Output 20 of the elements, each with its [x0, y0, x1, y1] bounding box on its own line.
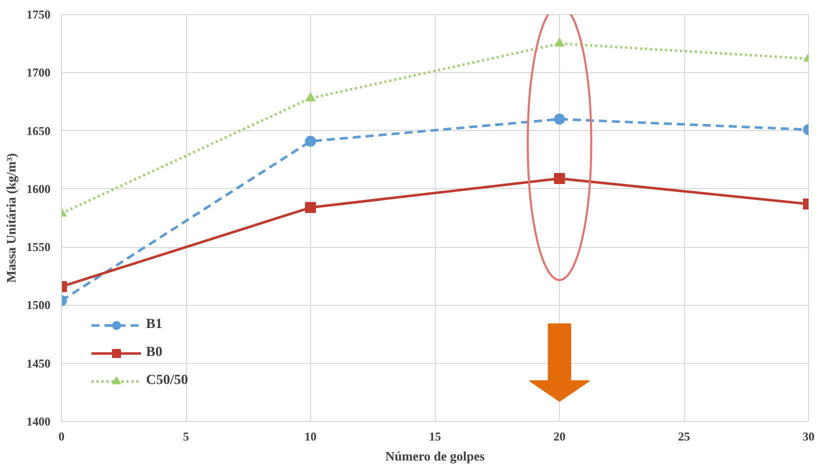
x-tick-label: 0 — [58, 430, 64, 444]
y-tick-label: 1400 — [26, 414, 50, 428]
y-tick-label: 1700 — [26, 66, 50, 80]
y-tick-label: 1600 — [26, 182, 50, 196]
legend-label: C50/50 — [146, 373, 188, 389]
y-tick-label: 1750 — [26, 8, 50, 22]
x-tick-label: 30 — [802, 430, 814, 444]
y-tick-label: 1650 — [26, 124, 50, 138]
legend-label: B1 — [146, 317, 164, 333]
y-tick-label: 1500 — [26, 298, 50, 312]
x-tick-label: 20 — [554, 430, 566, 444]
y-axis-title: Massa Unitária (kg/m³) — [4, 153, 18, 283]
x-tick-label: 15 — [429, 430, 441, 444]
y-tick-label: 1550 — [26, 240, 50, 254]
x-tick-label: 10 — [304, 430, 316, 444]
legend-label: B0 — [146, 345, 164, 361]
x-tick-label: 5 — [183, 430, 189, 444]
y-tick-label: 1450 — [26, 356, 50, 370]
x-axis-title: Número de golpes — [385, 448, 485, 464]
x-tick-label: 25 — [678, 430, 690, 444]
